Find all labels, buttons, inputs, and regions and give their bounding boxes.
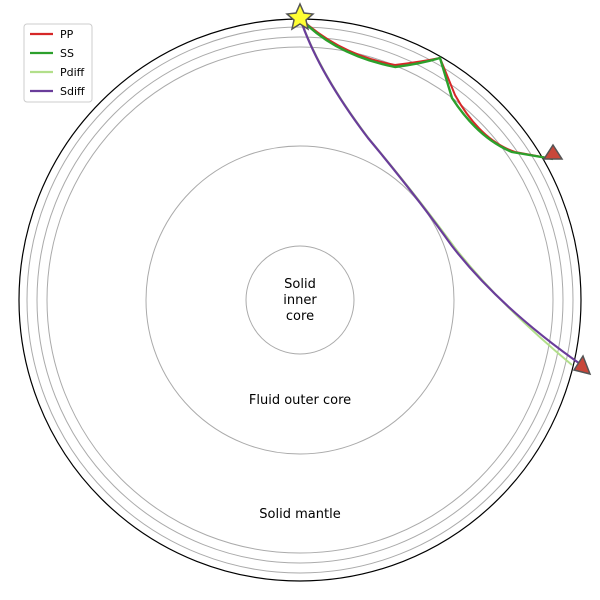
pdiff-ray-path bbox=[299, 17, 573, 366]
inner-core-boundary bbox=[245, 245, 355, 355]
legend-box bbox=[23, 23, 93, 103]
legend-label-pp: PP bbox=[60, 28, 74, 41]
legend-label-sdiff: Sdiff bbox=[60, 85, 85, 98]
ss-ray-path bbox=[299, 17, 554, 161]
star-icon bbox=[285, 2, 315, 31]
inner-core-label-line1: Solid bbox=[284, 277, 316, 292]
legend-label-ss: SS bbox=[60, 47, 74, 60]
triangle-icon bbox=[542, 143, 564, 160]
triangle-icon bbox=[572, 354, 592, 376]
legend: PP SS Pdiff Sdiff bbox=[23, 23, 93, 103]
legend-label-pdiff: Pdiff bbox=[60, 66, 85, 79]
core-mantle-boundary bbox=[145, 145, 455, 455]
sdiff-ray-path bbox=[298, 17, 584, 367]
inner-core-label-line2: inner bbox=[283, 293, 317, 308]
moho-boundary bbox=[26, 26, 574, 574]
410-boundary bbox=[36, 36, 564, 564]
pp-ray-path bbox=[299, 17, 554, 160]
mantle-label: Solid mantle bbox=[259, 507, 340, 522]
outer-core-label: Fluid outer core bbox=[249, 393, 351, 408]
inner-core-label-line3: core bbox=[286, 309, 314, 324]
660-boundary bbox=[46, 46, 554, 554]
